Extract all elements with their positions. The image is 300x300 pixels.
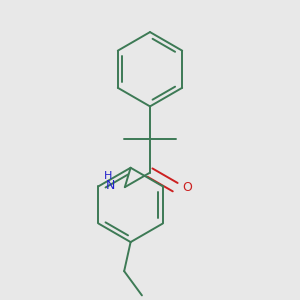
Text: O: O bbox=[182, 181, 192, 194]
Text: N: N bbox=[106, 179, 115, 192]
Text: H: H bbox=[104, 171, 112, 181]
